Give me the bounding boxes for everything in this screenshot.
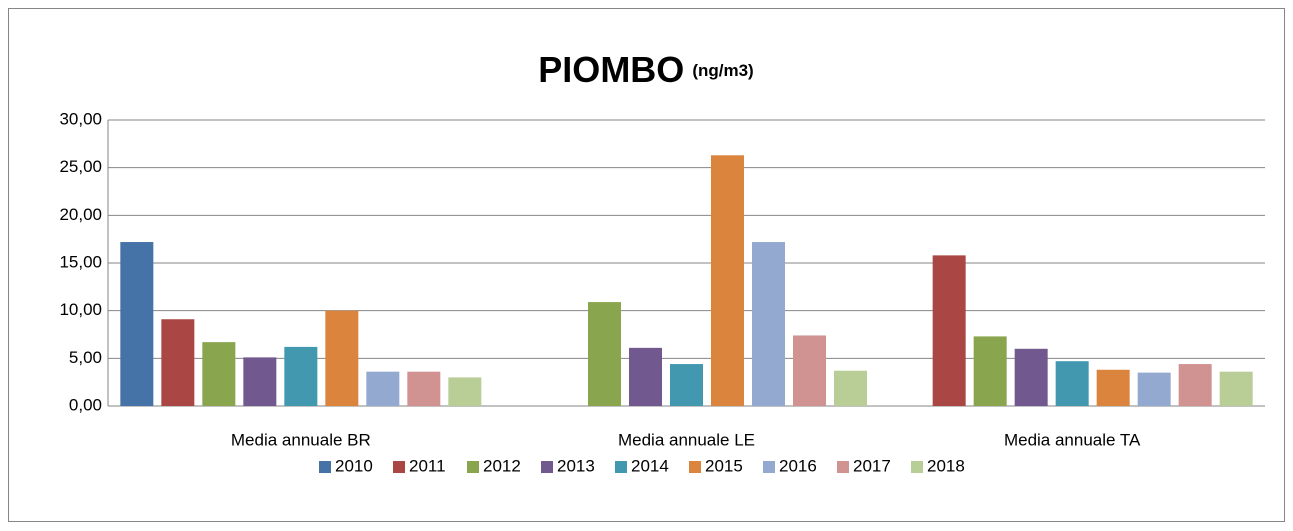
- y-tick-label: 25,00: [59, 157, 102, 176]
- legend-label: 2011: [409, 456, 446, 475]
- legend-swatch: [541, 461, 553, 473]
- legend-label: 2013: [557, 456, 595, 475]
- y-tick-label: 20,00: [59, 205, 102, 224]
- bar: [932, 255, 966, 406]
- bar: [973, 336, 1007, 406]
- bar: [1055, 361, 1089, 406]
- chart-title: PIOMBO (ng/m3): [538, 49, 753, 90]
- bar: [1014, 348, 1048, 406]
- legend-label: 2012: [483, 456, 521, 475]
- bar: [407, 371, 441, 406]
- bar: [243, 357, 277, 406]
- legend-swatch: [467, 461, 479, 473]
- y-tick-label: 15,00: [59, 252, 102, 271]
- bar: [1178, 364, 1212, 406]
- y-tick-label: 0,00: [69, 395, 102, 414]
- legend-swatch: [763, 461, 775, 473]
- y-tick-label: 10,00: [59, 300, 102, 319]
- bar: [793, 335, 826, 406]
- legend-swatch: [689, 461, 701, 473]
- legend-swatch: [911, 461, 923, 473]
- bar: [1137, 372, 1171, 406]
- legend-label: 2014: [631, 456, 669, 475]
- bar: [670, 364, 703, 406]
- legend-label: 2015: [705, 456, 743, 475]
- y-tick-label: 5,00: [69, 348, 102, 367]
- x-tick-label: Media annuale BR: [231, 430, 371, 449]
- legend-swatch: [837, 461, 849, 473]
- title: PIOMBO: [538, 49, 684, 90]
- chart-border: [8, 8, 1285, 522]
- subtitle: (ng/m3): [692, 61, 753, 80]
- bar: [711, 155, 744, 406]
- legend-label: 2017: [853, 456, 891, 475]
- bar: [629, 347, 662, 406]
- bar: [284, 346, 318, 406]
- bar: [120, 242, 154, 406]
- x-tick-label: Media annuale LE: [618, 430, 755, 449]
- bar: [202, 342, 236, 406]
- bar: [1096, 369, 1130, 406]
- y-tick-label: 30,00: [59, 109, 102, 128]
- legend-swatch: [393, 461, 405, 473]
- legend-label: 2010: [335, 456, 373, 475]
- legend-swatch: [319, 461, 331, 473]
- bar: [325, 310, 359, 406]
- legend-swatch: [615, 461, 627, 473]
- bar: [448, 377, 482, 406]
- bar: [1219, 371, 1253, 406]
- bar: [366, 371, 400, 406]
- bar: [752, 242, 785, 406]
- legend-label: 2018: [927, 456, 965, 475]
- legend-label: 2016: [779, 456, 817, 475]
- bar: [161, 319, 195, 406]
- x-tick-label: Media annuale TA: [1004, 430, 1141, 449]
- bar: [834, 370, 867, 406]
- bar: [588, 302, 621, 406]
